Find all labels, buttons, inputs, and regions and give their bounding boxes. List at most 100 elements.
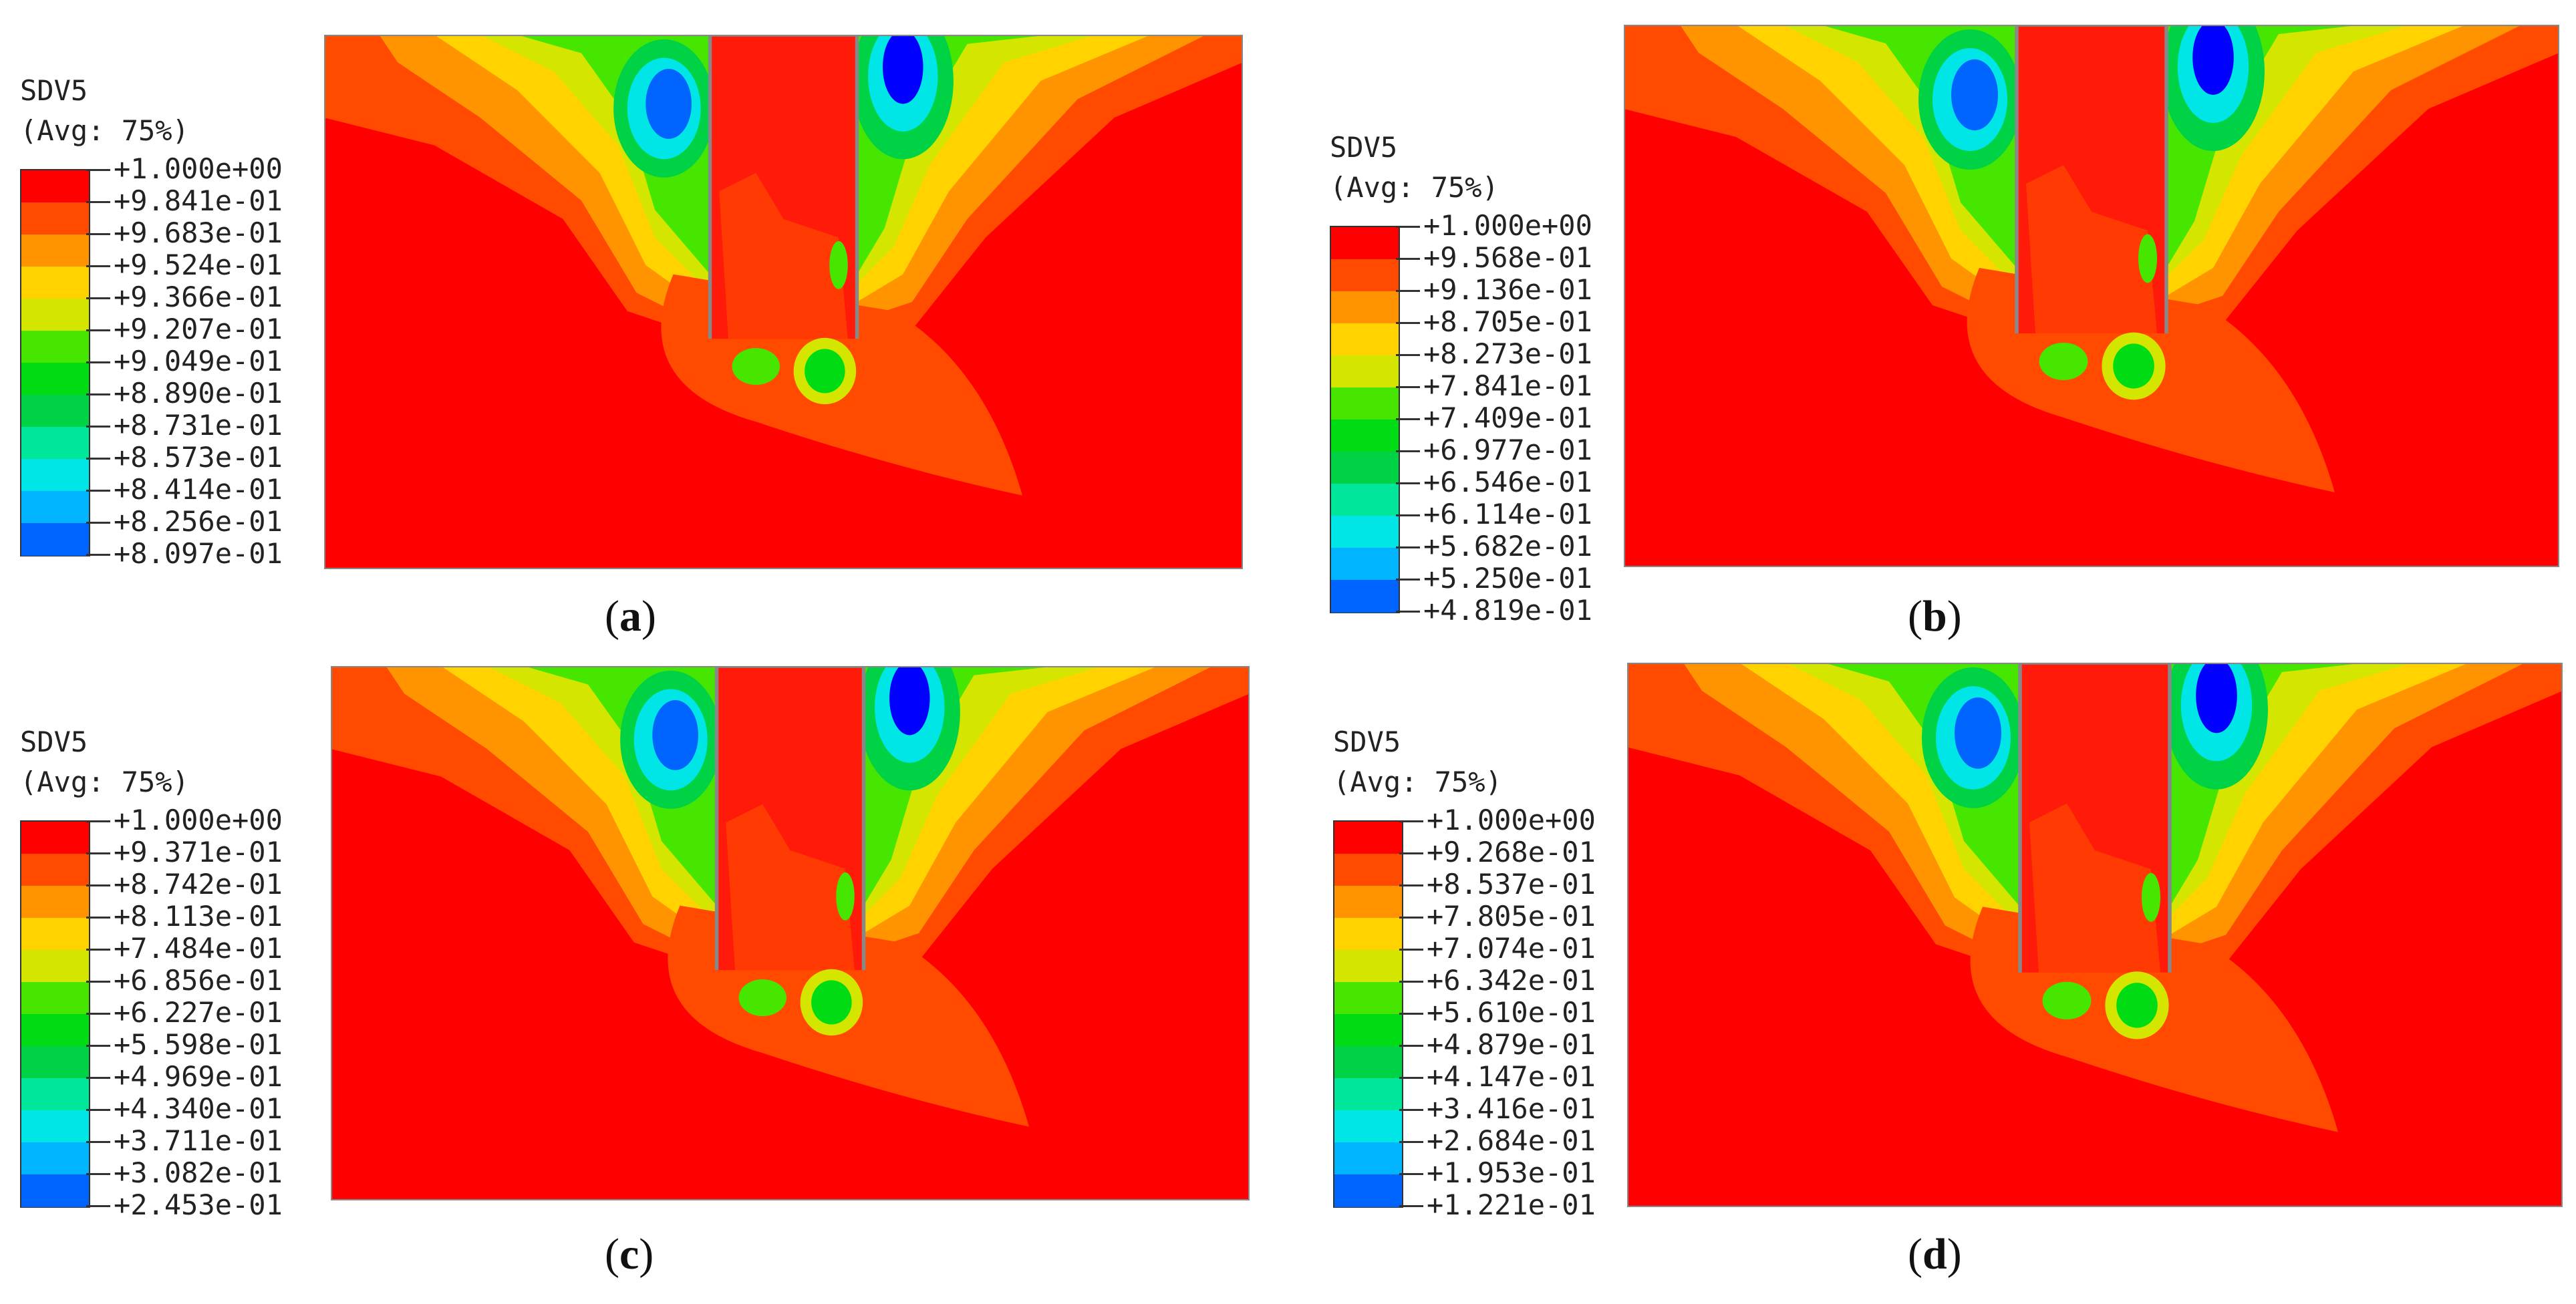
legend-swatch	[21, 395, 89, 428]
legend-tick	[1396, 611, 1420, 613]
legend-swatch	[21, 1110, 89, 1143]
legend-tick	[86, 169, 110, 171]
legend-label: +9.049e-01	[114, 345, 283, 377]
legend-tick	[86, 265, 110, 267]
band-region	[652, 700, 698, 770]
legend-title: SDV5	[20, 74, 88, 107]
legend-label: +9.841e-01	[114, 184, 283, 217]
legend-tick	[86, 329, 110, 331]
band-region	[2138, 234, 2157, 283]
color-legend	[1330, 226, 1400, 613]
legend-tick	[86, 1205, 110, 1207]
legend-swatch	[21, 267, 89, 299]
contour-field	[1627, 663, 2563, 1207]
legend-swatch	[21, 427, 89, 460]
legend-label: +8.573e-01	[114, 441, 283, 474]
band-region	[836, 872, 855, 921]
legend-label: +4.819e-01	[1423, 594, 1592, 627]
legend-label: +8.890e-01	[114, 377, 283, 410]
band-region	[738, 979, 786, 1017]
legend-tick	[86, 490, 110, 492]
contour-field	[324, 35, 1243, 569]
legend-label: +9.366e-01	[114, 281, 283, 313]
legend-tick	[86, 1013, 110, 1015]
caption-letter: c	[619, 1230, 639, 1279]
legend-tick	[86, 852, 110, 854]
caption-letter: d	[1922, 1230, 1947, 1279]
legend-label: +5.250e-01	[1423, 562, 1592, 595]
legend-label: +2.453e-01	[114, 1188, 283, 1221]
legend-tick	[86, 1045, 110, 1047]
band-region	[732, 347, 780, 385]
legend-label: +3.416e-01	[1427, 1092, 1596, 1125]
legend-label: +8.414e-01	[114, 473, 283, 506]
legend-label: +5.598e-01	[114, 1028, 283, 1061]
band-region	[726, 804, 855, 971]
legend-label: +9.683e-01	[114, 216, 283, 249]
legend-swatch	[1331, 291, 1399, 324]
legend-swatch	[21, 459, 89, 492]
contour-field	[1624, 25, 2559, 567]
pile-outline	[714, 666, 866, 971]
legend-label: +4.969e-01	[114, 1060, 283, 1093]
panel-caption: (a)	[605, 591, 656, 642]
contour-field	[331, 666, 1250, 1200]
legend-tick	[86, 393, 110, 395]
legend-label: +8.113e-01	[114, 900, 283, 933]
pile-outline	[2018, 663, 2172, 973]
legend-tick	[86, 1173, 110, 1175]
legend-label: +8.731e-01	[114, 409, 283, 442]
legend-swatch	[21, 1046, 89, 1079]
legend-tick	[1396, 514, 1420, 516]
legend-tick	[1399, 1141, 1423, 1143]
legend-swatch	[1334, 1142, 1402, 1175]
legend-label: +1.000e+00	[114, 804, 283, 836]
legend-tick	[86, 297, 110, 299]
legend-label: +6.546e-01	[1423, 466, 1592, 498]
legend-tick	[86, 554, 110, 556]
legend-tick	[86, 1109, 110, 1111]
legend-tick	[1399, 981, 1423, 983]
legend-swatch	[1334, 1078, 1402, 1111]
legend-label: +8.742e-01	[114, 868, 283, 901]
legend-tick	[1399, 949, 1423, 951]
caption-close: )	[641, 592, 656, 641]
legend-label: +1.953e-01	[1427, 1156, 1596, 1189]
legend-swatch	[1334, 918, 1402, 951]
legend-swatch	[21, 170, 89, 203]
legend-swatch	[1331, 259, 1399, 292]
legend-swatch	[1331, 452, 1399, 484]
legend-label: +1.000e+00	[114, 152, 283, 185]
legend-label: +9.207e-01	[114, 313, 283, 345]
legend-label: +6.114e-01	[1423, 498, 1592, 530]
legend-label: +7.805e-01	[1427, 900, 1596, 933]
legend-tick	[1396, 418, 1420, 420]
legend-tick	[1399, 1109, 1423, 1111]
legend-swatch	[1331, 484, 1399, 516]
legend-label: +7.841e-01	[1423, 369, 1592, 402]
legend-swatch	[21, 202, 89, 235]
legend-title: SDV5	[20, 725, 88, 758]
legend-tick	[1399, 820, 1423, 822]
band-region	[646, 69, 692, 139]
band-region	[2113, 343, 2154, 389]
legend-swatch	[21, 363, 89, 395]
band-region	[2039, 343, 2088, 380]
legend-title: SDV5	[1330, 131, 1398, 164]
legend-tick	[1396, 322, 1420, 324]
legend-tick	[1396, 482, 1420, 484]
legend-tick	[86, 522, 110, 524]
band-region	[829, 240, 848, 289]
legend-tick	[86, 917, 110, 919]
pile-outline	[2015, 25, 2168, 333]
band-region	[2026, 165, 2157, 333]
legend-subtitle: (Avg: 75%)	[1330, 171, 1499, 204]
legend-subtitle: (Avg: 75%)	[1333, 766, 1502, 798]
legend-swatch	[1331, 387, 1399, 420]
legend-swatch	[1334, 1174, 1402, 1207]
legend-swatch	[1331, 580, 1399, 613]
legend-swatch	[21, 1142, 89, 1175]
caption-open: (	[605, 592, 619, 641]
legend-tick	[1399, 1077, 1423, 1079]
color-legend	[20, 169, 90, 556]
